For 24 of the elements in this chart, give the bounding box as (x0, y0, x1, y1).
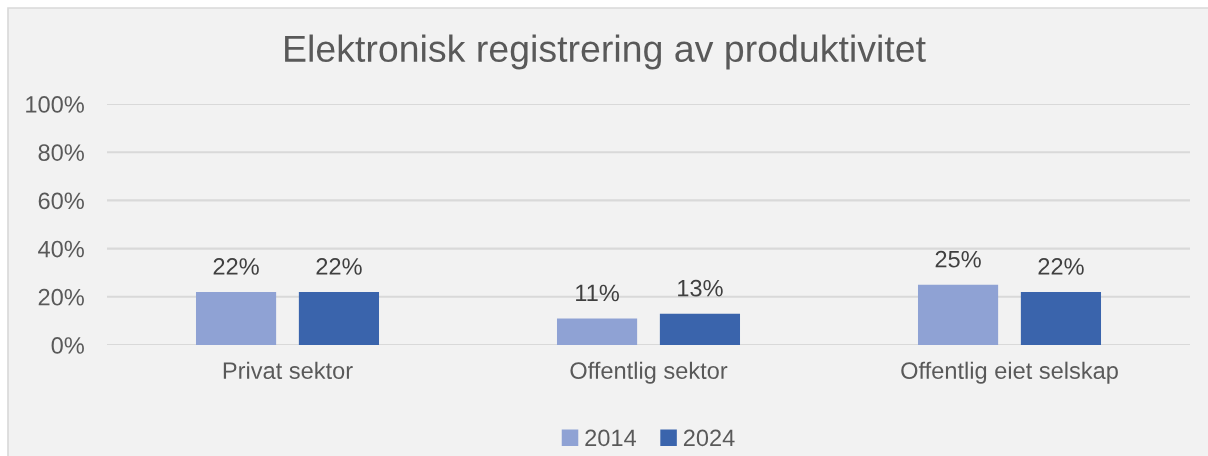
y-tick-label: 40% (38, 240, 84, 258)
data-label: 11% (576, 284, 619, 302)
bar (917, 284, 999, 345)
bar (298, 291, 380, 345)
bar (195, 291, 277, 345)
data-label: 22% (213, 258, 259, 275)
legend-label: 2024 (683, 429, 735, 447)
legend-label: 2014 (585, 429, 637, 447)
y-tick-label: 60% (38, 192, 84, 210)
data-label: 25% (935, 250, 981, 268)
x-tick-label: Offentlig sektor (570, 361, 728, 384)
data-label: 22% (316, 258, 362, 275)
bar (556, 318, 638, 345)
y-tick-label: 80% (38, 144, 84, 161)
x-tick-label: Offentlig eiet selskap (901, 361, 1118, 384)
data-label: 22% (1038, 258, 1084, 275)
data-label: 13% (678, 279, 723, 297)
bar (1020, 291, 1102, 345)
bar (659, 313, 741, 345)
y-tick-label: 20% (38, 288, 84, 306)
x-tick-label: Privat sektor (223, 361, 353, 380)
y-tick-label: 100% (26, 96, 84, 113)
y-tick-label: 0% (51, 337, 84, 354)
chart-title: Elektronisk registrering av produktivitet (285, 34, 926, 70)
